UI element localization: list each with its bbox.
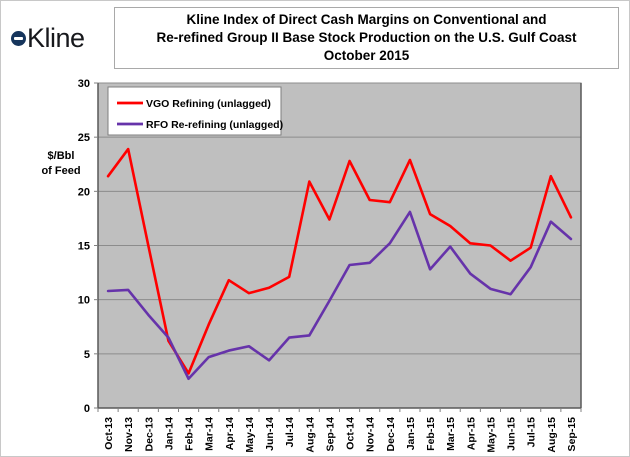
y-tick-label: 20 bbox=[78, 186, 90, 198]
chart-legend: VGO Refining (unlagged) RFO Re-refining (… bbox=[107, 86, 283, 136]
kline-logo: Kline bbox=[11, 25, 85, 52]
header: Kline Kline Index of Direct Cash Margins… bbox=[1, 1, 629, 73]
y-axis-title-line2: of Feed bbox=[41, 165, 80, 177]
x-tick-label: Apr-14 bbox=[224, 417, 236, 450]
x-tick-label: Jan-14 bbox=[163, 417, 175, 450]
title-line-3: October 2015 bbox=[323, 48, 410, 63]
x-tick-label: Dec-13 bbox=[143, 417, 155, 452]
y-tick-label: 5 bbox=[84, 349, 90, 361]
data-series bbox=[106, 147, 573, 381]
x-tick-label: Feb-15 bbox=[425, 417, 437, 451]
x-tick-label: Apr-15 bbox=[465, 417, 477, 450]
y-tick-label: 15 bbox=[78, 241, 90, 253]
x-tick-label: Aug-15 bbox=[546, 417, 558, 453]
y-axis-ticks: 0 5 10 15 20 25 30 bbox=[78, 78, 98, 415]
x-tick-label: Jun-14 bbox=[264, 417, 276, 451]
x-tick-label: Mar-15 bbox=[445, 417, 457, 451]
x-tick-label: Jul-14 bbox=[284, 417, 296, 448]
legend-box bbox=[107, 86, 282, 136]
title-line-1: Kline Index of Direct Cash Margins on Co… bbox=[186, 12, 547, 27]
legend-label: VGO Refining (unlagged) bbox=[146, 98, 271, 110]
title-line-2: Re-refined Group II Base Stock Productio… bbox=[156, 30, 577, 45]
y-tick-label: 10 bbox=[78, 295, 90, 307]
x-tick-label: Feb-14 bbox=[184, 417, 196, 451]
x-tick-label: Jun-15 bbox=[506, 417, 518, 451]
y-tick-label: 0 bbox=[84, 403, 90, 415]
x-tick-label: Dec-14 bbox=[385, 417, 397, 452]
x-tick-label: Jul-15 bbox=[526, 417, 538, 448]
series-line bbox=[106, 147, 573, 375]
x-axis-ticks: Oct-13 Nov-13 Dec-13 Jan-14 Feb-14 Mar-14 Apr-… bbox=[97, 408, 582, 453]
x-tick-label: Oct-13 bbox=[103, 417, 115, 450]
x-tick-label: Mar-14 bbox=[204, 417, 216, 451]
x-tick-label: Oct-14 bbox=[345, 417, 357, 450]
y-tick-label: 25 bbox=[78, 132, 90, 144]
y-tick-label: 30 bbox=[78, 78, 90, 90]
y-axis-label: $/Bbl of Feed bbox=[41, 150, 80, 177]
logo-text: Kline bbox=[27, 23, 85, 53]
line-chart: 0 5 10 15 20 25 30 Oct-13 Nov-13 Dec-13 Jan-14 Feb… bbox=[41, 78, 582, 453]
chart-area: 0 5 10 15 20 25 30 Oct-13 Nov-13 Dec-13 Jan-14 Feb… bbox=[1, 67, 629, 456]
x-tick-label: Sep-14 bbox=[324, 417, 336, 452]
x-tick-label: Nov-13 bbox=[123, 417, 135, 452]
x-tick-label: Nov-14 bbox=[365, 417, 377, 452]
chart-title-box: Kline Index of Direct Cash Margins on Co… bbox=[114, 7, 619, 69]
circle-e-icon bbox=[11, 31, 26, 46]
x-tick-label: May-15 bbox=[485, 417, 497, 453]
x-tick-label: Sep-15 bbox=[566, 417, 578, 452]
legend-label: RFO Re-refining (unlagged) bbox=[146, 119, 283, 131]
series-line bbox=[106, 210, 573, 381]
x-tick-label: May-14 bbox=[244, 417, 256, 453]
y-axis-title-line1: $/Bbl bbox=[48, 150, 75, 162]
x-tick-label: Aug-14 bbox=[304, 417, 316, 453]
x-tick-label: Jan-15 bbox=[405, 417, 417, 450]
